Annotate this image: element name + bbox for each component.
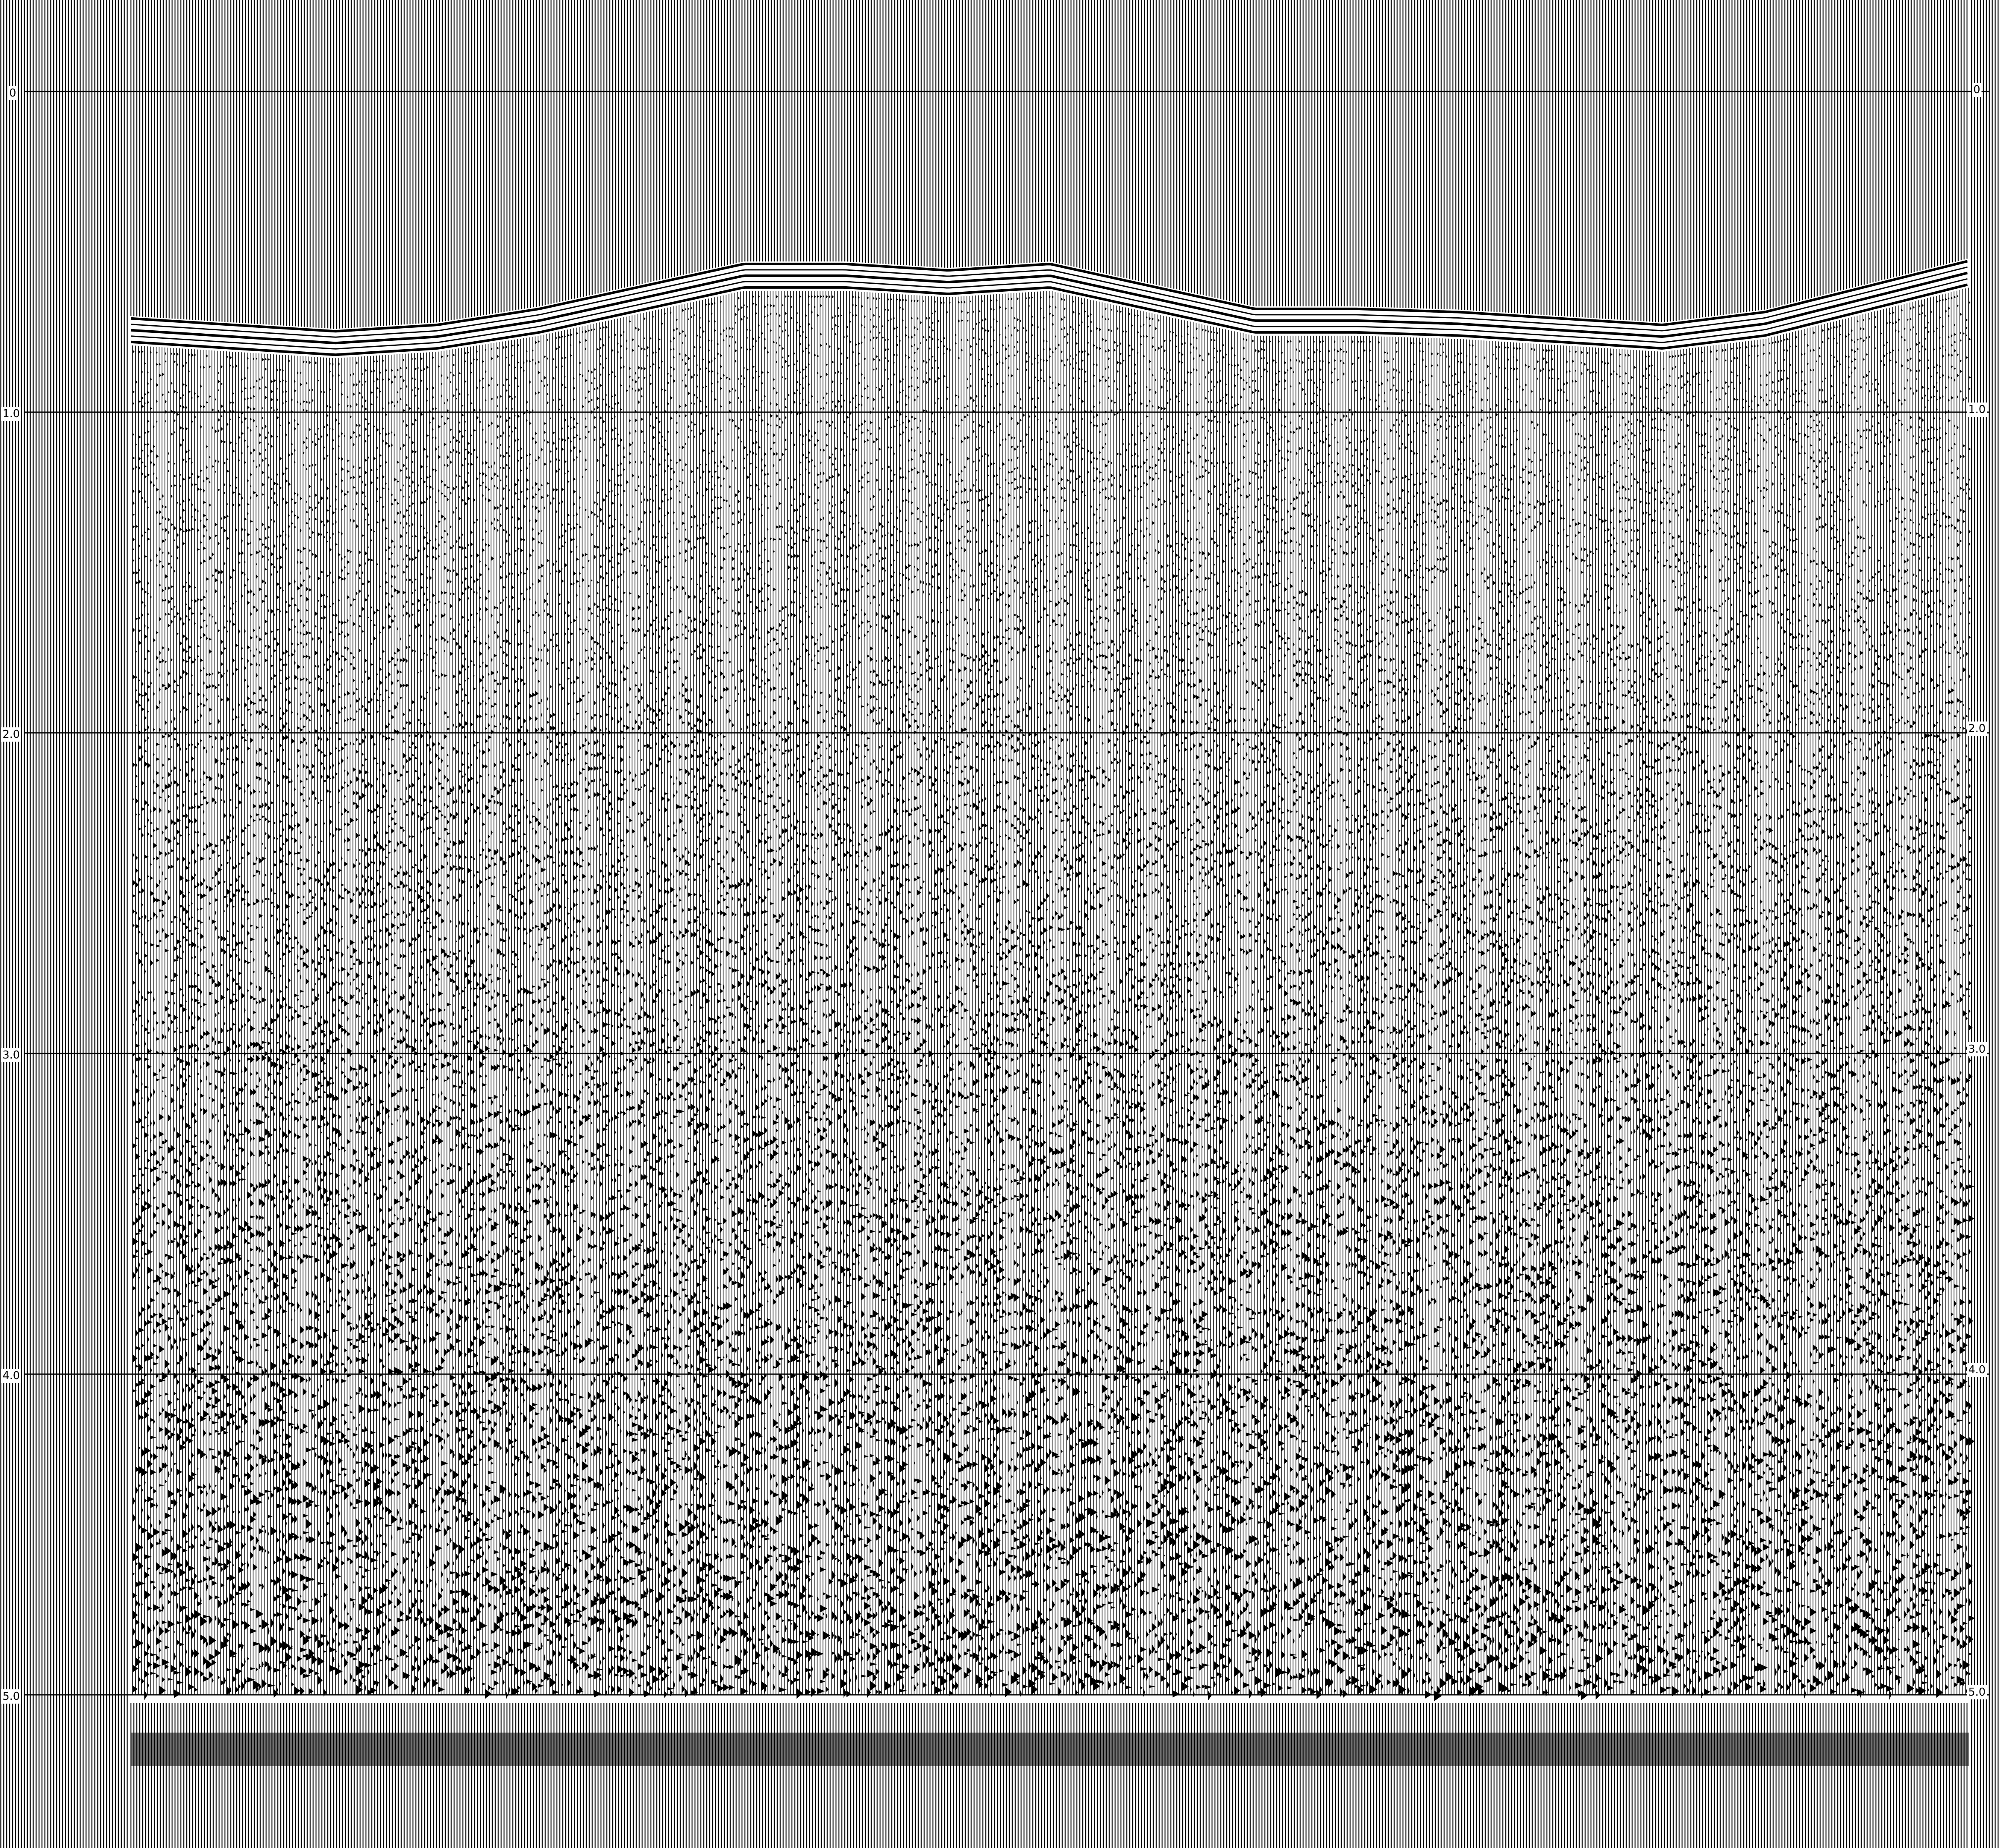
label-backdrop — [1967, 1685, 1987, 1699]
seafloor-reflector — [131, 266, 1968, 338]
variable-area-fills — [133, 295, 1976, 1702]
seafloor-reflector — [131, 260, 1968, 333]
label-backdrop — [1, 407, 21, 421]
time-label-right: 2.0 — [1968, 722, 1985, 735]
water-column-traces — [130, 0, 1968, 356]
label-backdrop — [1972, 83, 1982, 97]
edge-trace-lines — [1971, 0, 1999, 1848]
seafloor-reflector — [131, 272, 1968, 345]
time-label-left: 1.0 — [3, 408, 20, 420]
label-backdrop — [8, 86, 18, 100]
time-label-right: 4.0 — [1968, 1364, 1985, 1376]
time-label-right: 3.0 — [1968, 1043, 1985, 1056]
label-backdrop — [1, 1369, 21, 1383]
tail-noise-band — [131, 1733, 1969, 1766]
time-label-left: 0 — [9, 87, 16, 99]
label-backdrop — [1, 1689, 21, 1704]
time-label-right: 0 — [1973, 84, 1980, 96]
reflection-traces — [132, 288, 1976, 1702]
tail-traces — [130, 1703, 1969, 1848]
label-backdrop — [1, 727, 21, 742]
water-trace-lines — [130, 0, 1968, 329]
time-label-left: 4.0 — [3, 1370, 20, 1382]
time-label-left: 5.0 — [3, 1690, 20, 1703]
timing-lines — [25, 91, 1989, 1696]
time-label-left: 3.0 — [3, 1049, 20, 1061]
tail-trace-lines — [130, 1703, 1968, 1848]
time-axis-left: 0 1.0 2.0 3.0 4.0 5.0 — [1, 86, 21, 1704]
time-label-right: 1.0 — [1968, 403, 1985, 416]
time-axis-right: 0 1.0 2.0 3.0 4.0 5.0 — [1967, 83, 1987, 1699]
label-backdrop — [1967, 1363, 1987, 1377]
seafloor-reflector — [131, 278, 1968, 350]
seafloor-reflector — [131, 283, 1968, 356]
time-label-left: 2.0 — [3, 728, 20, 741]
label-backdrop — [1967, 721, 1987, 736]
label-backdrop — [1, 1048, 21, 1062]
time-label-right: 5.0 — [1968, 1686, 1985, 1699]
label-backdrop — [1967, 1042, 1987, 1056]
pre-trace-lines — [0, 0, 128, 1848]
label-backdrop — [1967, 403, 1987, 417]
